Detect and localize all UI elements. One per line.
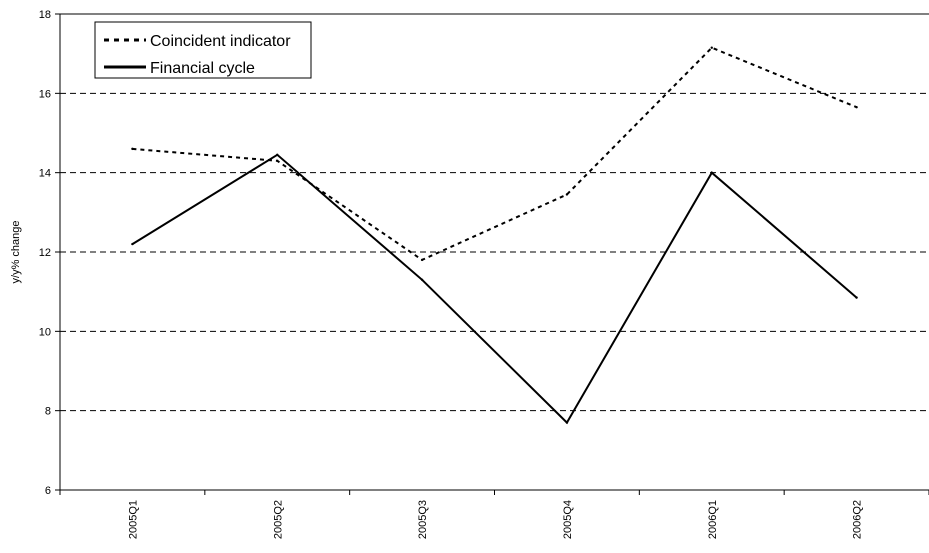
series-1-point [276,159,279,162]
series-1-point [855,106,858,109]
series-2-point [565,421,569,424]
legend-box [94,21,312,79]
x-tick-label: 2005Q3 [417,500,429,539]
series-2-point [276,153,279,157]
legend-label: Financial cycle [150,60,255,77]
gridlines [60,13,929,412]
x-tick-label: 2006Q2 [852,500,864,539]
series-1-point [420,258,424,262]
x-tick-label: 2005Q1 [127,500,139,539]
y-tick-label: 16 [39,88,51,100]
y-tick-label: 6 [45,485,51,497]
series-1-point [565,193,569,196]
y-tick-label: 18 [39,9,51,21]
x-tick-label: 2005Q2 [272,500,284,539]
series-2-point [855,296,858,299]
y-axis-title: y/y% change [10,221,22,284]
x-tick-label: 2006Q1 [707,500,719,539]
series-1-point [131,147,134,151]
y-tick-label: 14 [39,168,51,180]
y-tick-label: 10 [39,326,51,338]
legend: Coincident indicator Financial cycle [94,21,312,79]
series-line-2 [131,153,858,425]
series-2-point [710,171,713,174]
y-tick-label: 8 [45,406,51,418]
y-axis-ticks: 6 8 10 12 14 16 18 [39,9,60,497]
legend-label: Coincident indicator [150,33,291,50]
series-2-point [131,242,134,246]
series-2-point [420,278,424,281]
series-line-1 [132,46,857,262]
series-1-point [710,46,713,49]
y-tick-label: 12 [39,247,51,259]
series-lines [131,46,858,425]
x-axis-ticks: 2005Q1 2005Q2 2005Q3 2005Q4 2006Q1 2006Q2 [59,490,929,539]
x-tick-label: 2005Q4 [562,500,574,539]
